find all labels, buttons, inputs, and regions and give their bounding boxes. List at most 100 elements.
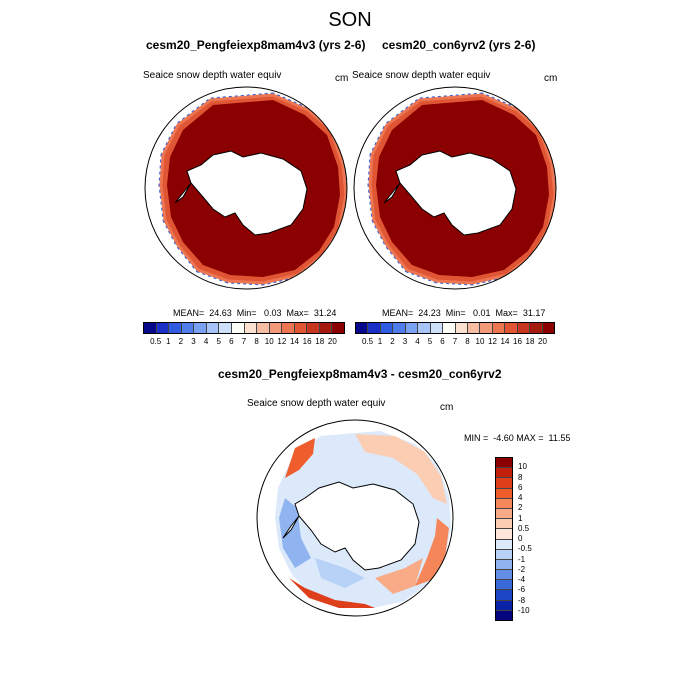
colorbar-swatch <box>496 559 512 571</box>
colorbar-swatch <box>257 323 270 333</box>
panel-1-variable: Seaice snow depth water equiv <box>143 70 282 81</box>
colorbar-swatch <box>393 323 406 333</box>
colorbar-tick-label: -1 <box>518 554 526 564</box>
colorbar-swatch <box>156 323 170 333</box>
colorbar-swatch <box>206 323 220 333</box>
colorbar-swatch <box>294 323 308 333</box>
colorbar-tick-label: 5 <box>216 337 221 346</box>
colorbar-tick-label: 12 <box>277 337 287 346</box>
colorbar-tick-label: 10 <box>518 462 527 472</box>
colorbar-tick-label: 14 <box>500 337 510 346</box>
panel-2-colorbar <box>355 322 555 334</box>
panel-1-stats: MEAN= 24.63 Min= 0.03 Max= 31.24 <box>173 308 337 318</box>
colorbar-swatch <box>405 323 419 333</box>
colorbar-swatch <box>496 468 512 479</box>
colorbar-swatch <box>496 529 512 540</box>
colorbar-swatch <box>332 323 344 333</box>
panel-3-pos-weddell <box>285 438 315 478</box>
colorbar-swatch <box>231 323 245 333</box>
panel-3-pos-strong <box>289 578 375 608</box>
colorbar-tick-label: 2 <box>390 337 395 346</box>
panel-3-title: cesm20_Pengfeiexp8mam4v3 - cesm20_con6yr… <box>218 367 502 381</box>
colorbar-tick-label: 20 <box>327 337 337 346</box>
colorbar-tick-label: 6 <box>229 337 234 346</box>
colorbar-tick-label: 2 <box>518 503 523 513</box>
colorbar-swatch <box>319 323 333 333</box>
colorbar-swatch <box>194 323 207 333</box>
colorbar-swatch <box>496 539 512 550</box>
panel-3-neg-ross <box>315 558 365 588</box>
colorbar-swatch <box>269 323 283 333</box>
panel-2-title: cesm20_con6yrv2 (yrs 2-6) <box>382 38 536 52</box>
colorbar-swatch <box>307 323 320 333</box>
colorbar-swatch <box>505 323 518 333</box>
colorbar-tick-label: 4 <box>415 337 420 346</box>
colorbar-tick-label: 18 <box>525 337 535 346</box>
colorbar-tick-label: 0.5 <box>150 337 162 346</box>
colorbar-swatch <box>380 323 394 333</box>
colorbar-tick-label: 2 <box>178 337 184 346</box>
colorbar-tick-label: -8 <box>518 595 526 605</box>
colorbar-swatch <box>496 549 512 560</box>
colorbar-tick-label: 10 <box>264 337 274 346</box>
colorbar-tick-label: 8 <box>465 337 470 346</box>
colorbar-swatch <box>443 323 456 333</box>
colorbar-swatch <box>496 580 512 591</box>
colorbar-tick-label: 10 <box>475 337 485 346</box>
panel-2-map <box>353 86 557 290</box>
colorbar-tick-label: 3 <box>191 337 196 346</box>
colorbar-tick-label: 0.5 <box>518 523 530 533</box>
colorbar-tick-label: -4 <box>518 575 526 584</box>
colorbar-tick-label: 1 <box>377 337 383 346</box>
colorbar-tick-label: 12 <box>488 337 497 346</box>
colorbar-swatch <box>356 323 369 333</box>
panel-2-units: cm <box>544 73 558 84</box>
panel-2-antarctica <box>383 150 517 236</box>
colorbar-swatch <box>455 323 468 333</box>
panel-3-map <box>256 419 454 617</box>
colorbar-swatch <box>144 323 157 333</box>
colorbar-tick-label: 3 <box>402 337 408 346</box>
colorbar-swatch <box>496 600 512 611</box>
colorbar-swatch <box>219 323 232 333</box>
colorbar-swatch <box>496 488 512 499</box>
colorbar-swatch <box>496 508 512 520</box>
colorbar-tick-label: 7 <box>452 337 458 346</box>
colorbar-swatch <box>496 570 512 581</box>
colorbar-swatch <box>496 458 512 469</box>
panel-1-antarctica <box>174 150 308 236</box>
colorbar-swatch <box>418 323 431 333</box>
panel-3-neg-west <box>279 498 311 568</box>
colorbar-tick-label: 0.5 <box>361 337 374 346</box>
colorbar-tick-label: -6 <box>518 585 526 595</box>
colorbar-swatch <box>496 498 512 509</box>
colorbar-swatch <box>496 519 512 530</box>
panel-3-pos-pacific <box>375 558 423 594</box>
panel-3-pos-east <box>415 518 449 586</box>
colorbar-tick-label: 0 <box>518 534 523 543</box>
panel-3-pos-small <box>355 434 447 504</box>
colorbar-tick-label: 1 <box>518 513 523 523</box>
colorbar-swatch <box>480 323 493 333</box>
colorbar-tick-label: 4 <box>518 493 523 502</box>
panel-1-title: cesm20_Pengfeiexp8mam4v3 (yrs 2-6) <box>146 38 366 52</box>
colorbar-tick-label: -2 <box>518 564 526 574</box>
colorbar-swatch <box>244 323 258 333</box>
colorbar-swatch <box>368 323 381 333</box>
colorbar-swatch <box>181 323 195 333</box>
colorbar-tick-label: 8 <box>518 472 523 482</box>
colorbar-swatch <box>530 323 543 333</box>
figure-title: SON <box>328 9 372 31</box>
colorbar-swatch <box>169 323 182 333</box>
panel-3-stats: MIN = -4.60 MAX = 11.55 <box>464 433 571 443</box>
colorbar-tick-label: 8 <box>254 337 259 346</box>
colorbar-tick-label: 14 <box>290 337 299 346</box>
colorbar-swatch <box>282 323 295 333</box>
colorbar-swatch <box>542 323 554 333</box>
colorbar-tick-label: 20 <box>538 337 547 346</box>
panel-2-stats: MEAN= 24.23 Min= 0.01 Max= 31.17 <box>382 308 546 318</box>
colorbar-tick-label: 16 <box>302 337 312 346</box>
panel-3-units: cm <box>440 402 454 413</box>
panel-1-units: cm <box>335 73 349 84</box>
panel-2-variable: Seaice snow depth water equiv <box>352 70 491 81</box>
